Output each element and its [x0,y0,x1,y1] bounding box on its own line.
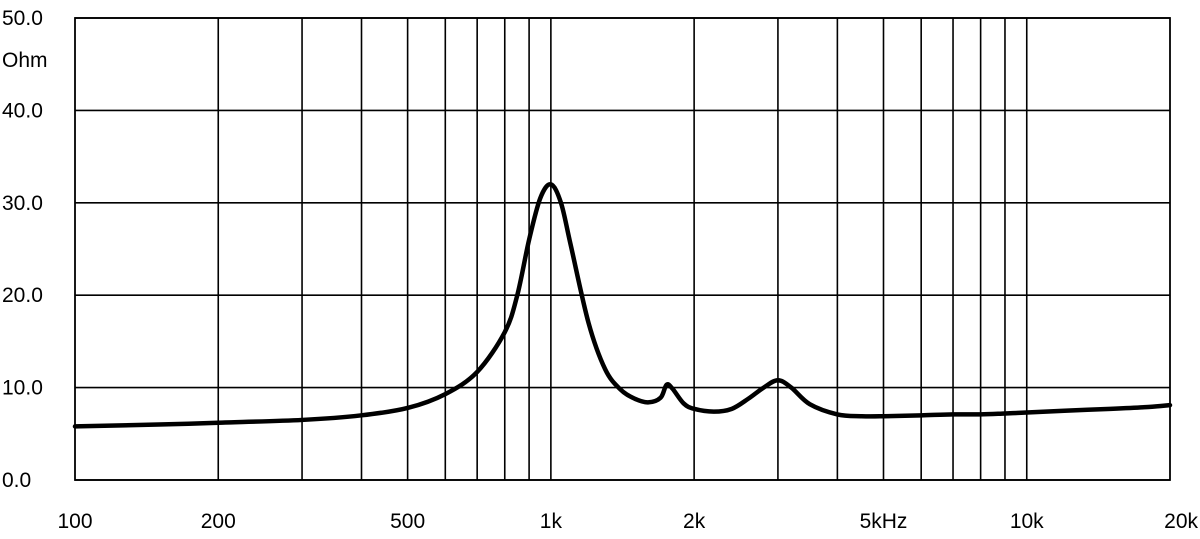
plot-frame [74,17,1171,481]
y-tick-label: 40.0 [2,99,43,122]
x-tick-label: 200 [201,510,236,533]
y-tick-label: 50.0 [2,7,43,30]
plot-area [72,182,1173,429]
y-tick-label: 30.0 [2,192,43,215]
y-tick-label: 0.0 [2,469,31,492]
x-tick-label: 1k [540,510,563,533]
y-tick-label: 20.0 [2,284,43,307]
x-tick-label: 5kHz [860,510,908,533]
x-tick-label: 2k [683,510,706,533]
grid [75,17,1170,481]
y-axis-unit-label: Ohm [2,49,48,72]
x-tick-label: 10k [1010,510,1044,533]
y-tick-label: 10.0 [2,377,43,400]
axis-labels: Ohm 0.0 10.0 20.0 30.0 40.0 50.0 100 200 500 1k 2k… [2,7,1198,533]
plot-border [74,17,1171,481]
x-tick-label: 20k [1164,510,1198,533]
x-tick-label: 100 [57,510,92,533]
x-tick-label: 500 [390,510,425,533]
impedance-series-line [72,182,1173,429]
